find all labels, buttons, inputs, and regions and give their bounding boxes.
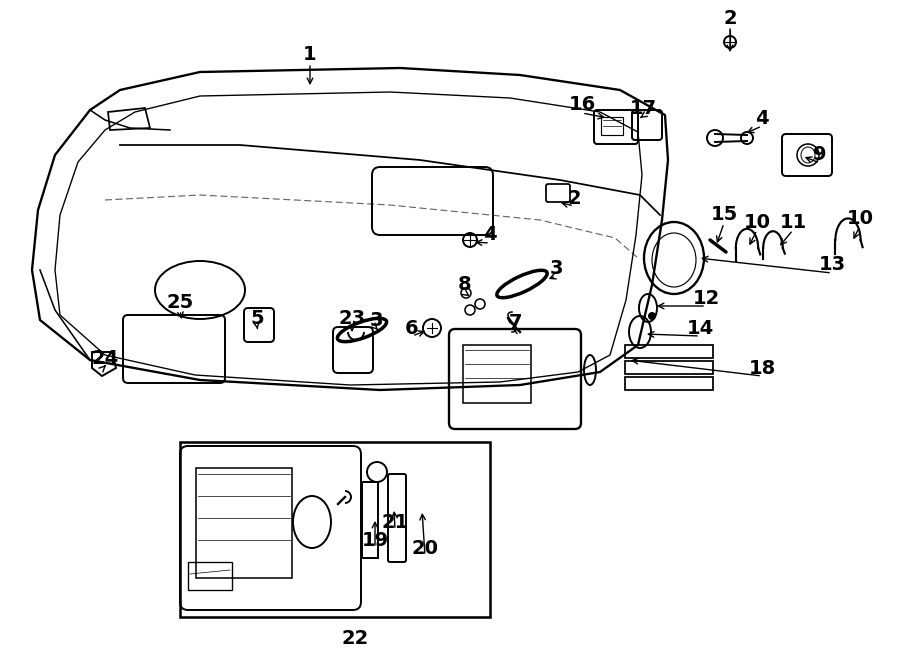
Text: 23: 23	[338, 309, 365, 327]
Bar	[196, 468, 292, 578]
Text: 5: 5	[250, 309, 264, 327]
Circle shape	[648, 312, 656, 320]
Text: 21: 21	[382, 512, 409, 531]
Text: 6: 6	[405, 319, 418, 338]
Text: 11: 11	[779, 212, 806, 231]
Bar	[625, 361, 713, 374]
Text: 16: 16	[569, 95, 596, 114]
Bar	[625, 345, 713, 358]
Text: 15: 15	[710, 206, 738, 225]
Ellipse shape	[499, 272, 545, 295]
Text: 19: 19	[362, 531, 389, 549]
Text: 3: 3	[369, 311, 382, 329]
Text: 25: 25	[166, 293, 194, 311]
Text: 4: 4	[755, 108, 769, 128]
Bar	[463, 345, 531, 403]
Text: 10: 10	[743, 212, 770, 231]
Bar	[362, 482, 378, 558]
Text: 22: 22	[341, 629, 369, 648]
Text: 18: 18	[749, 358, 776, 377]
Text: 8: 8	[458, 276, 472, 295]
Text: 7: 7	[509, 313, 523, 332]
Text: 2: 2	[567, 188, 580, 208]
Bar	[601, 117, 623, 135]
Text: 17: 17	[629, 98, 657, 118]
Text: 10: 10	[847, 208, 874, 227]
Text: 4: 4	[483, 225, 497, 245]
Text: 20: 20	[411, 539, 438, 557]
Bar	[625, 377, 713, 390]
Text: 14: 14	[687, 319, 714, 338]
Text: 13: 13	[818, 256, 846, 274]
Text: 3: 3	[549, 258, 562, 278]
Bar	[188, 562, 232, 590]
Ellipse shape	[339, 321, 384, 339]
Text: 24: 24	[92, 348, 119, 368]
Text: 2: 2	[724, 9, 737, 28]
Text: 1: 1	[303, 46, 317, 65]
Bar	[180, 442, 490, 617]
Text: 12: 12	[692, 288, 720, 307]
Text: 9: 9	[814, 145, 827, 165]
